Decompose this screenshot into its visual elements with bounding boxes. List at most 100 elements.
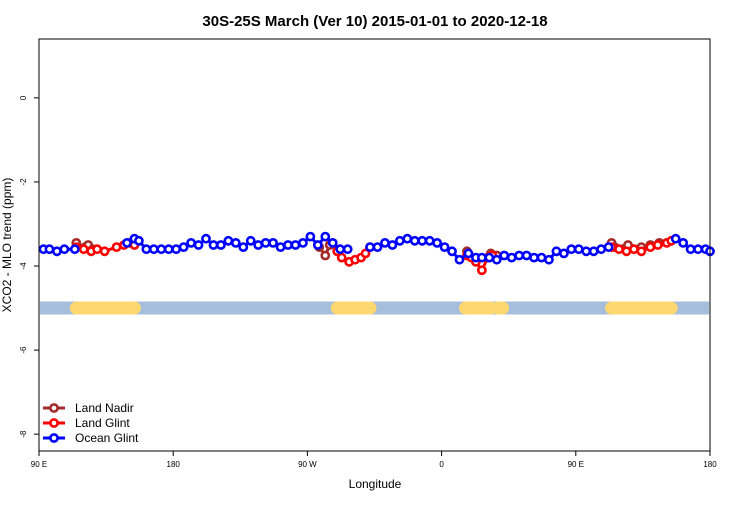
data-point (111, 242, 122, 253)
x-tick-label: 90 E (568, 460, 584, 469)
data-point (544, 254, 554, 265)
data-point (253, 240, 264, 250)
data-point (360, 248, 371, 259)
x-tick-label: 90 E (31, 460, 47, 469)
data-point (69, 244, 80, 255)
data-point (186, 237, 196, 248)
data-point (499, 250, 510, 261)
data-point (566, 244, 577, 255)
data-point (148, 244, 159, 255)
data-point (298, 237, 308, 248)
data-point (387, 240, 398, 250)
x-tick-label: 0 (439, 460, 444, 469)
data-point (78, 244, 89, 255)
data-point (394, 235, 405, 246)
y-tick-label: -8 (19, 430, 28, 438)
data-point (245, 235, 256, 246)
legend-item: Land Glint (43, 416, 130, 430)
data-point (432, 237, 443, 248)
data-point (439, 242, 450, 253)
series-layer (38, 231, 715, 276)
legend-label: Ocean Glint (75, 431, 139, 445)
data-point (312, 240, 323, 250)
data-point (372, 242, 383, 253)
data-point (193, 240, 204, 250)
data-point (44, 244, 55, 255)
data-point (614, 244, 624, 255)
data-point (693, 244, 703, 255)
data-point (216, 240, 226, 250)
x-tick-label: 180 (703, 460, 717, 469)
data-point (521, 250, 532, 261)
data-point (290, 240, 301, 250)
data-point (156, 244, 167, 255)
data-point (238, 242, 249, 253)
data-point (652, 240, 663, 250)
data-point (336, 252, 347, 263)
data-point (476, 252, 487, 263)
data-point (223, 235, 234, 246)
data-point (447, 246, 457, 257)
data-point (275, 242, 286, 253)
data-point (588, 246, 599, 257)
data-point (268, 237, 279, 248)
data-point (491, 254, 502, 265)
legend-marker (49, 418, 59, 428)
data-point (596, 244, 607, 255)
data-point (51, 246, 62, 257)
legend-marker (49, 403, 59, 413)
legend-marker (49, 433, 59, 443)
data-point (163, 244, 174, 255)
data-point (454, 254, 465, 265)
plot-frame (38, 38, 711, 452)
data-point (514, 250, 525, 261)
data-point (463, 248, 474, 259)
series-ocean-glint (38, 231, 715, 265)
x-tick-label: 180 (167, 460, 181, 469)
data-point (670, 233, 681, 244)
data-point (380, 237, 390, 248)
data-point (573, 244, 584, 255)
data-point (365, 242, 375, 253)
data-point (476, 265, 487, 276)
data-point (134, 235, 144, 246)
legend-item: Ocean Glint (43, 431, 139, 445)
x-axis-label: Longitude (349, 477, 402, 491)
data-point (208, 240, 219, 250)
data-point (59, 244, 70, 255)
data-point (201, 233, 211, 244)
y-tick-label: 0 (19, 95, 28, 100)
data-point (171, 244, 182, 255)
y-tick-label: -2 (19, 178, 28, 186)
data-point (327, 237, 338, 248)
data-point (305, 231, 316, 242)
data-point (506, 252, 517, 263)
data-point (230, 237, 241, 248)
data-point (636, 246, 647, 257)
data-point (283, 240, 293, 250)
data-point (122, 237, 132, 248)
data-point (581, 246, 592, 257)
data-point (417, 235, 428, 246)
x-axis: 90 E 180 90 W 0 90 E 180 (31, 451, 717, 469)
data-point (99, 246, 110, 257)
data-point (409, 235, 420, 246)
data-point (342, 244, 353, 255)
y-axis-label: XCO2 - MLO trend (ppm) (0, 178, 14, 313)
data-point (92, 244, 103, 255)
legend-label: Land Glint (75, 416, 130, 430)
chart-title: 30S-25S March (Ver 10) 2015-01-01 to 202… (202, 13, 547, 30)
legend-label: Land Nadir (75, 401, 134, 415)
data-point (685, 244, 696, 255)
x-tick-label: 90 W (298, 460, 317, 469)
legend-item: Land Nadir (43, 401, 134, 415)
data-point (603, 242, 614, 253)
data-point (320, 250, 331, 261)
data-point (621, 246, 632, 257)
data-point (629, 244, 639, 255)
data-point (178, 242, 189, 253)
data-point (678, 237, 689, 248)
